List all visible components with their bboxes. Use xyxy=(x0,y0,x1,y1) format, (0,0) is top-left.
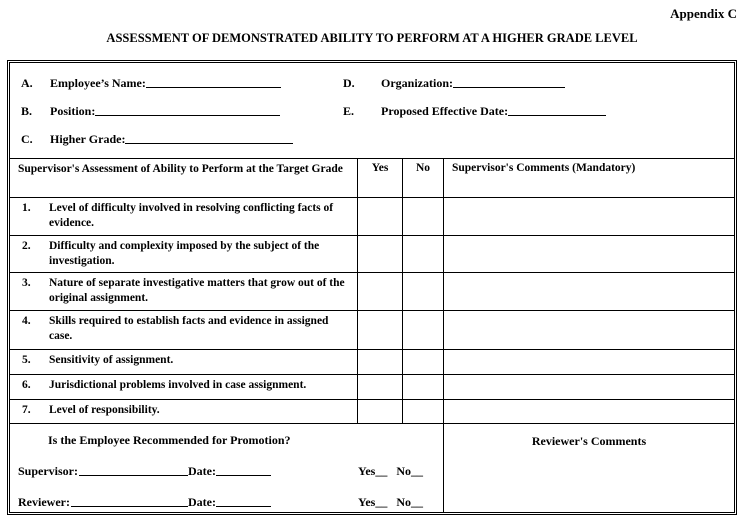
field-line-a-d: A. Employee’s Name: D. Organization: xyxy=(21,74,734,102)
comments-cell[interactable] xyxy=(443,310,735,350)
no-cell[interactable] xyxy=(402,272,444,311)
higher-grade-label: Higher Grade: xyxy=(50,132,126,146)
position-label: Position: xyxy=(50,104,96,118)
supervisor-date-blank[interactable] xyxy=(215,463,271,476)
page-title: ASSESSMENT OF DEMONSTRATED ABILITY TO PE… xyxy=(106,31,638,45)
question-text: Level of responsibility. xyxy=(49,404,160,416)
reviewer-date-blank[interactable] xyxy=(215,494,271,507)
yes-cell[interactable] xyxy=(357,197,403,236)
comments-cell[interactable] xyxy=(443,272,735,311)
no-cell[interactable] xyxy=(402,235,444,273)
question-number: 6. xyxy=(22,379,31,391)
field-letter-c: C. xyxy=(21,132,33,146)
yes-cell[interactable] xyxy=(357,399,403,424)
fields-section: A. Employee’s Name: D. Organization: xyxy=(9,62,735,159)
question-text: Level of difficulty involved in resolvin… xyxy=(49,202,334,229)
supervisor-label: Supervisor: xyxy=(18,464,78,478)
no-column-header: No xyxy=(402,158,444,198)
higher-grade-blank[interactable] xyxy=(125,131,294,144)
effective-date-blank[interactable] xyxy=(508,103,607,116)
no-cell[interactable] xyxy=(402,197,444,236)
appendix-label: Appendix C xyxy=(670,6,737,21)
organization-blank[interactable] xyxy=(453,75,565,88)
table-row: 7. Level of responsibility. xyxy=(9,399,735,424)
field-line-c: C. Higher Grade: xyxy=(21,130,734,158)
comments-cell[interactable] xyxy=(443,235,735,273)
reviewer-signature-line: Reviewer: Date: Yes__ No__ xyxy=(18,493,423,510)
date-label: Date: xyxy=(188,464,216,478)
promotion-question: Is the Employee Recommended for Promotio… xyxy=(48,433,291,447)
question-number: 1. xyxy=(22,202,31,214)
organization-label: Organization: xyxy=(381,76,453,90)
reviewer-label: Reviewer: xyxy=(18,495,70,509)
no-cell[interactable] xyxy=(402,399,444,424)
supervisor-yes-blank[interactable]: Yes__ xyxy=(357,464,388,478)
yes-cell[interactable] xyxy=(357,310,403,350)
supervisor-no-blank[interactable]: No__ xyxy=(396,464,423,478)
comments-cell[interactable] xyxy=(443,197,735,236)
table-row: 2. Difficulty and complexity imposed by t… xyxy=(9,235,735,273)
comments-cell[interactable] xyxy=(443,399,735,424)
comments-column-header: Supervisor's Comments (Mandatory) xyxy=(443,158,735,198)
yes-column-header: Yes xyxy=(357,158,403,198)
field-line-b-e: B. Position: E. Proposed Effective Date: xyxy=(21,102,734,130)
question-text: Difficulty and complexity imposed by the… xyxy=(49,240,320,267)
field-letter-a: A. xyxy=(21,76,33,90)
supervisor-signature-blank[interactable] xyxy=(79,463,188,476)
question-number: 5. xyxy=(22,354,31,366)
effective-date-label: Proposed Effective Date: xyxy=(381,104,509,118)
field-letter-d: D. xyxy=(343,76,355,90)
no-cell[interactable] xyxy=(402,349,444,375)
date-label: Date: xyxy=(188,495,216,509)
assessment-form-table: A. Employee’s Name: D. Organization: xyxy=(9,62,735,513)
employee-name-blank[interactable] xyxy=(145,75,281,88)
question-number: 2. xyxy=(22,240,31,252)
field-letter-e: E. xyxy=(343,104,355,118)
criteria-column-header: Supervisor's Assessment of Ability to Pe… xyxy=(9,158,358,198)
yes-cell[interactable] xyxy=(357,272,403,311)
yes-cell[interactable] xyxy=(357,349,403,375)
comments-cell[interactable] xyxy=(443,374,735,400)
form-outer-border: A. Employee’s Name: D. Organization: xyxy=(7,60,737,515)
question-text: Skills required to establish facts and e… xyxy=(49,315,329,342)
table-row: 3. Nature of separate investigative matte… xyxy=(9,272,735,311)
supervisor-signature-line: Supervisor: Date: Yes__ No__ xyxy=(18,462,423,479)
question-number: 4. xyxy=(22,315,31,327)
reviewer-comments-cell[interactable]: Reviewer's Comments xyxy=(443,423,735,513)
reviewer-comments-title: Reviewer's Comments xyxy=(531,434,647,448)
employee-name-label: Employee’s Name: xyxy=(50,76,146,90)
field-letter-b: B. xyxy=(21,104,33,118)
yes-cell[interactable] xyxy=(357,235,403,273)
table-row: 5. Sensitivity of assignment. xyxy=(9,349,735,375)
position-blank[interactable] xyxy=(95,103,281,116)
table-row: 1. Level of difficulty involved in resolv… xyxy=(9,197,735,236)
no-cell[interactable] xyxy=(402,374,444,400)
question-text: Jurisdictional problems involved in case… xyxy=(49,379,307,391)
question-text: Sensitivity of assignment. xyxy=(49,354,174,366)
yes-cell[interactable] xyxy=(357,374,403,400)
question-number: 3. xyxy=(22,277,31,289)
table-row: 6. Jurisdictional problems involved in ca… xyxy=(9,374,735,400)
promotion-recommendation-section: Is the Employee Recommended for Promotio… xyxy=(9,423,444,513)
question-number: 7. xyxy=(22,404,31,416)
table-row: 4. Skills required to establish facts and… xyxy=(9,310,735,350)
reviewer-no-blank[interactable]: No__ xyxy=(396,495,423,509)
comments-cell[interactable] xyxy=(443,349,735,375)
question-text: Nature of separate investigative matters… xyxy=(49,277,345,304)
reviewer-yes-blank[interactable]: Yes__ xyxy=(357,495,388,509)
no-cell[interactable] xyxy=(402,310,444,350)
reviewer-signature-blank[interactable] xyxy=(70,494,188,507)
